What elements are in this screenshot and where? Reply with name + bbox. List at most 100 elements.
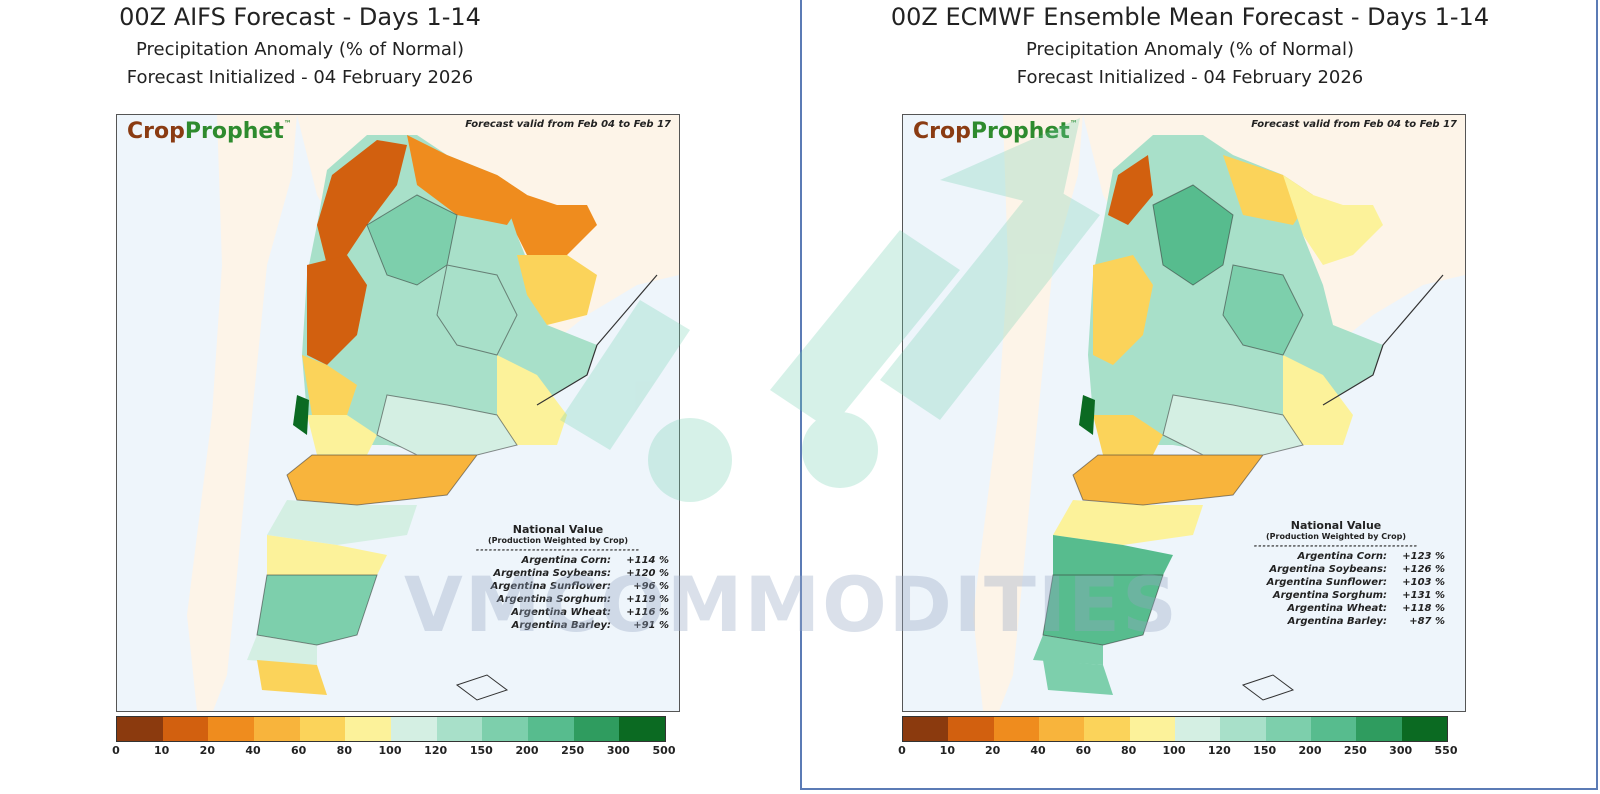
colorbar-swatch	[482, 717, 529, 741]
colorbar-swatch	[208, 717, 255, 741]
colorbar-tick-label: 250	[561, 744, 585, 757]
colorbar-swatch	[391, 717, 437, 741]
national-row-value: +114 %	[626, 555, 669, 566]
colorbar-swatch	[345, 717, 392, 741]
panel-title: 00Z ECMWF Ensemble Mean Forecast - Days …	[890, 3, 1490, 31]
national-heading: National Value	[1290, 519, 1382, 532]
national-row-value: +120 %	[626, 568, 669, 579]
national-row-label: Argentina Sunflower:	[490, 581, 611, 592]
argentina-map	[187, 115, 679, 711]
panel-ecmwf: 00Z ECMWF Ensemble Mean Forecast - Days …	[800, 0, 1600, 794]
colorbar-tick-label: 120	[424, 744, 448, 757]
colorbar-swatch	[117, 717, 163, 741]
watermark-text: VMCOMMODITIES	[404, 560, 1179, 649]
national-row-label: Argentina Sorghum:	[496, 594, 611, 605]
national-row: Argentina Barley: +91 %	[447, 619, 669, 632]
cropprophet-logo: CropProphet™	[913, 119, 1078, 144]
colorbar-swatch	[1265, 717, 1311, 741]
colorbar-tick-label: 60	[1075, 744, 1091, 757]
colorbar-swatch	[903, 717, 949, 741]
national-row-label: Argentina Soybeans:	[493, 568, 611, 579]
colorbar	[116, 716, 666, 742]
colorbar-tick-label: 10	[939, 744, 955, 757]
national-row: Argentina Wheat: +116 %	[447, 606, 669, 619]
national-heading: National Value	[512, 523, 604, 536]
colorbar-tick-label: 100	[378, 744, 402, 757]
national-row: Argentina Soybeans: +126 %	[1227, 563, 1445, 576]
colorbar-tick-label: 250	[1343, 744, 1367, 757]
colorbar-tick-label: 100	[1162, 744, 1186, 757]
panel-aifs: 00Z AIFS Forecast - Days 1-14 Precipitat…	[0, 0, 790, 794]
national-rows: Argentina Corn: +114 % Argentina Soybeans:…	[447, 554, 669, 632]
national-row-label: Argentina Sunflower:	[1266, 577, 1387, 588]
national-row-label: Argentina Corn:	[521, 555, 611, 566]
national-row-value: +131 %	[1402, 590, 1445, 601]
national-row-value: +91 %	[633, 620, 669, 631]
forecast-map: CropProphet™ Forecast valid from Feb 04 …	[902, 114, 1466, 712]
national-row-label: Argentina Wheat:	[1287, 603, 1387, 614]
national-row-label: Argentina Corn:	[1297, 551, 1387, 562]
colorbar-tick-label: 10	[154, 744, 170, 757]
colorbar-swatch	[619, 717, 666, 741]
national-row: Argentina Sunflower: +96 %	[447, 580, 669, 593]
colorbar-ticks: 0 10 20 40 60 80 100 120 150 200 250 300 500	[112, 744, 675, 758]
panel-initialized: Forecast Initialized - 04 February 2026	[1016, 67, 1364, 88]
colorbar-tick-label: 300	[1389, 744, 1413, 757]
colorbar-swatch	[299, 717, 346, 741]
panel-subtitle: Precipitation Anomaly (% of Normal)	[1026, 39, 1354, 60]
national-row-value: +96 %	[633, 581, 669, 592]
national-row: Argentina Corn: +123 %	[1227, 550, 1445, 563]
national-row: Argentina Wheat: +118 %	[1227, 602, 1445, 615]
colorbar-tick-label: 60	[291, 744, 307, 757]
colorbar-swatch	[1401, 717, 1447, 741]
national-row-value: +126 %	[1402, 564, 1445, 575]
colorbar-swatch	[1310, 717, 1357, 741]
national-separator: --------------------------------------	[475, 545, 641, 554]
national-row: Argentina Sunflower: +103 %	[1227, 576, 1445, 589]
colorbar-tick-label: 300	[606, 744, 630, 757]
national-row-value: +118 %	[1402, 603, 1445, 614]
national-separator: --------------------------------------	[1253, 541, 1419, 550]
panel-titles: 00Z ECMWF Ensemble Mean Forecast - Days …	[790, 0, 1590, 90]
colorbar-swatch	[573, 717, 620, 741]
panel-titles: 00Z AIFS Forecast - Days 1-14 Precipitat…	[0, 0, 695, 90]
national-row-label: Argentina Barley:	[1287, 616, 1387, 627]
panel-frame	[800, 0, 1598, 790]
colorbar-swatch	[1220, 717, 1266, 741]
colorbar-swatch	[254, 717, 300, 741]
national-row-label: Argentina Sorghum:	[1272, 590, 1387, 601]
forecast-valid-label: Forecast valid from Feb 04 to Feb 17	[465, 119, 671, 130]
colorbar-tick-label: 150	[1253, 744, 1277, 757]
national-row-value: +119 %	[626, 594, 669, 605]
colorbar-swatch	[993, 717, 1039, 741]
national-value-box: National Value (Production Weighted by C…	[447, 523, 669, 632]
colorbar-tick-label: 120	[1207, 744, 1231, 757]
colorbar-tick-label: 40	[1030, 744, 1046, 757]
argentina-map	[973, 115, 1465, 711]
colorbar-tick-label: 20	[199, 744, 215, 757]
panel-title: 00Z AIFS Forecast - Days 1-14	[119, 3, 481, 31]
colorbar-tick-label: 150	[469, 744, 493, 757]
national-row: Argentina Barley: +87 %	[1227, 615, 1445, 628]
colorbar-swatch	[1356, 717, 1402, 741]
forecast-valid-label: Forecast valid from Feb 04 to Feb 17	[1251, 119, 1457, 130]
colorbar-swatch	[162, 717, 209, 741]
colorbar-swatch	[1174, 717, 1221, 741]
national-row: Argentina Sorghum: +119 %	[447, 593, 669, 606]
national-row-value: +103 %	[1402, 577, 1445, 588]
colorbar-ticks: 0 10 20 40 60 80 100 120 150 200 250 300 550	[898, 744, 1457, 758]
national-value-box: National Value (Production Weighted by C…	[1227, 519, 1445, 628]
cropprophet-logo: CropProphet™	[127, 119, 292, 144]
national-subheading: (Production Weighted by Crop)	[1266, 532, 1406, 541]
colorbar	[902, 716, 1448, 742]
national-row-label: Argentina Soybeans:	[1269, 564, 1387, 575]
colorbar-tick-label: 0	[112, 744, 120, 757]
colorbar-tick-label: 550	[1434, 744, 1458, 757]
panel-initialized: Forecast Initialized - 04 February 2026	[126, 67, 474, 88]
national-row: Argentina Corn: +114 %	[447, 554, 669, 567]
colorbar-swatch	[436, 717, 483, 741]
forecast-map: CropProphet™ Forecast valid from Feb 04 …	[116, 114, 680, 712]
national-row-value: +116 %	[626, 607, 669, 618]
colorbar-tick-label: 200	[1298, 744, 1322, 757]
national-row-label: Argentina Wheat:	[511, 607, 611, 618]
